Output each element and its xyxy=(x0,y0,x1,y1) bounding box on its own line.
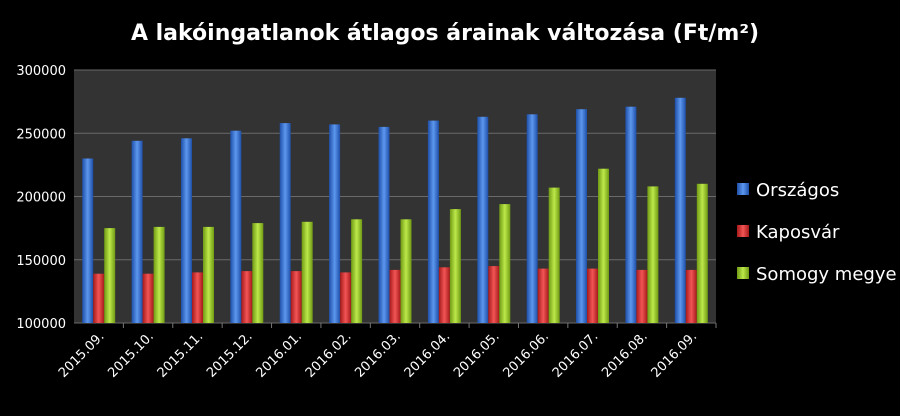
bar-Kaposvár xyxy=(488,266,500,323)
bar-Országos xyxy=(82,158,94,323)
x-tick-label: 2016.01. xyxy=(254,329,306,381)
legend-swatch xyxy=(737,225,749,237)
bar-Somogy megye xyxy=(252,223,264,323)
bar-Kaposvár xyxy=(142,273,154,323)
bars xyxy=(82,97,708,324)
x-tick-label: 2015.10. xyxy=(105,329,157,381)
x-tick-label: 2015.12. xyxy=(204,329,256,381)
bar-Somogy megye xyxy=(400,219,412,323)
bar-Kaposvár xyxy=(192,272,203,323)
legend-swatch xyxy=(737,267,749,279)
bar-Országos xyxy=(576,109,587,323)
bar-Kaposvár xyxy=(340,272,352,323)
x-tick-label: 2016.02. xyxy=(303,329,355,381)
y-tick-label: 300000 xyxy=(16,64,66,79)
legend-label: Országos xyxy=(756,180,839,201)
bar-Kaposvár xyxy=(636,269,648,323)
bar-Országos xyxy=(427,120,439,323)
bar-Országos xyxy=(674,97,686,323)
bar-Országos xyxy=(131,140,143,323)
bar-Somogy megye xyxy=(598,168,609,323)
y-axis: 300000 250000 200000 150000 100000 xyxy=(16,64,66,332)
bar-Somogy megye xyxy=(449,209,461,323)
bar-Kaposvár xyxy=(587,268,598,323)
bar-Somogy megye xyxy=(548,187,560,323)
bar-Kaposvár xyxy=(93,273,105,323)
bar-Kaposvár xyxy=(241,271,253,323)
bar-Somogy megye xyxy=(647,186,659,323)
bar-Kaposvár xyxy=(685,269,697,323)
bar-Somogy megye xyxy=(104,228,116,323)
bar-Országos xyxy=(625,106,637,323)
legend: Országos Kaposvár Somogy megye xyxy=(737,180,897,285)
bar-Somogy megye xyxy=(153,226,165,323)
bar-Somogy megye xyxy=(351,219,363,323)
bar-Somogy megye xyxy=(301,221,313,323)
x-tick-label: 2016.07. xyxy=(550,329,602,381)
x-tick-label: 2016.05. xyxy=(451,329,503,381)
x-tick-label: 2016.04. xyxy=(402,329,454,381)
bar-Somogy megye xyxy=(203,226,214,323)
bar-Kaposvár xyxy=(537,268,549,323)
bar-Országos xyxy=(230,130,242,323)
bar-Országos xyxy=(378,126,390,324)
bar-Kaposvár xyxy=(389,269,401,323)
y-tick-label: 250000 xyxy=(16,127,66,142)
x-tick-label: 2016.03. xyxy=(352,329,404,381)
chart-title: A lakóingatlanok átlagos árainak változá… xyxy=(131,21,759,46)
bar-Országos xyxy=(329,124,341,324)
bar-Somogy megye xyxy=(696,183,708,323)
bar-Országos xyxy=(181,138,192,323)
legend-label: Somogy megye xyxy=(756,264,897,285)
x-tick-label: 2016.09. xyxy=(649,329,701,381)
bar-Országos xyxy=(526,114,538,323)
bar-Somogy megye xyxy=(499,204,511,323)
x-tick-label: 2015.11. xyxy=(155,329,207,381)
bar-Kaposvár xyxy=(438,267,450,323)
bar-Országos xyxy=(279,123,291,323)
x-tick-label: 2016.06. xyxy=(500,329,552,381)
legend-swatch xyxy=(737,183,749,195)
x-tick-label: 2015.09. xyxy=(56,329,108,381)
x-tick-label: 2016.08. xyxy=(599,329,651,381)
bar-Kaposvár xyxy=(290,271,302,323)
x-axis: 2015.09.2015.10.2015.11.2015.12.2016.01.… xyxy=(56,323,717,381)
y-tick-label: 200000 xyxy=(16,191,66,206)
y-tick-label: 100000 xyxy=(16,317,66,332)
legend-label: Kaposvár xyxy=(756,222,840,243)
y-tick-label: 150000 xyxy=(16,254,66,269)
bar-Országos xyxy=(477,116,489,323)
